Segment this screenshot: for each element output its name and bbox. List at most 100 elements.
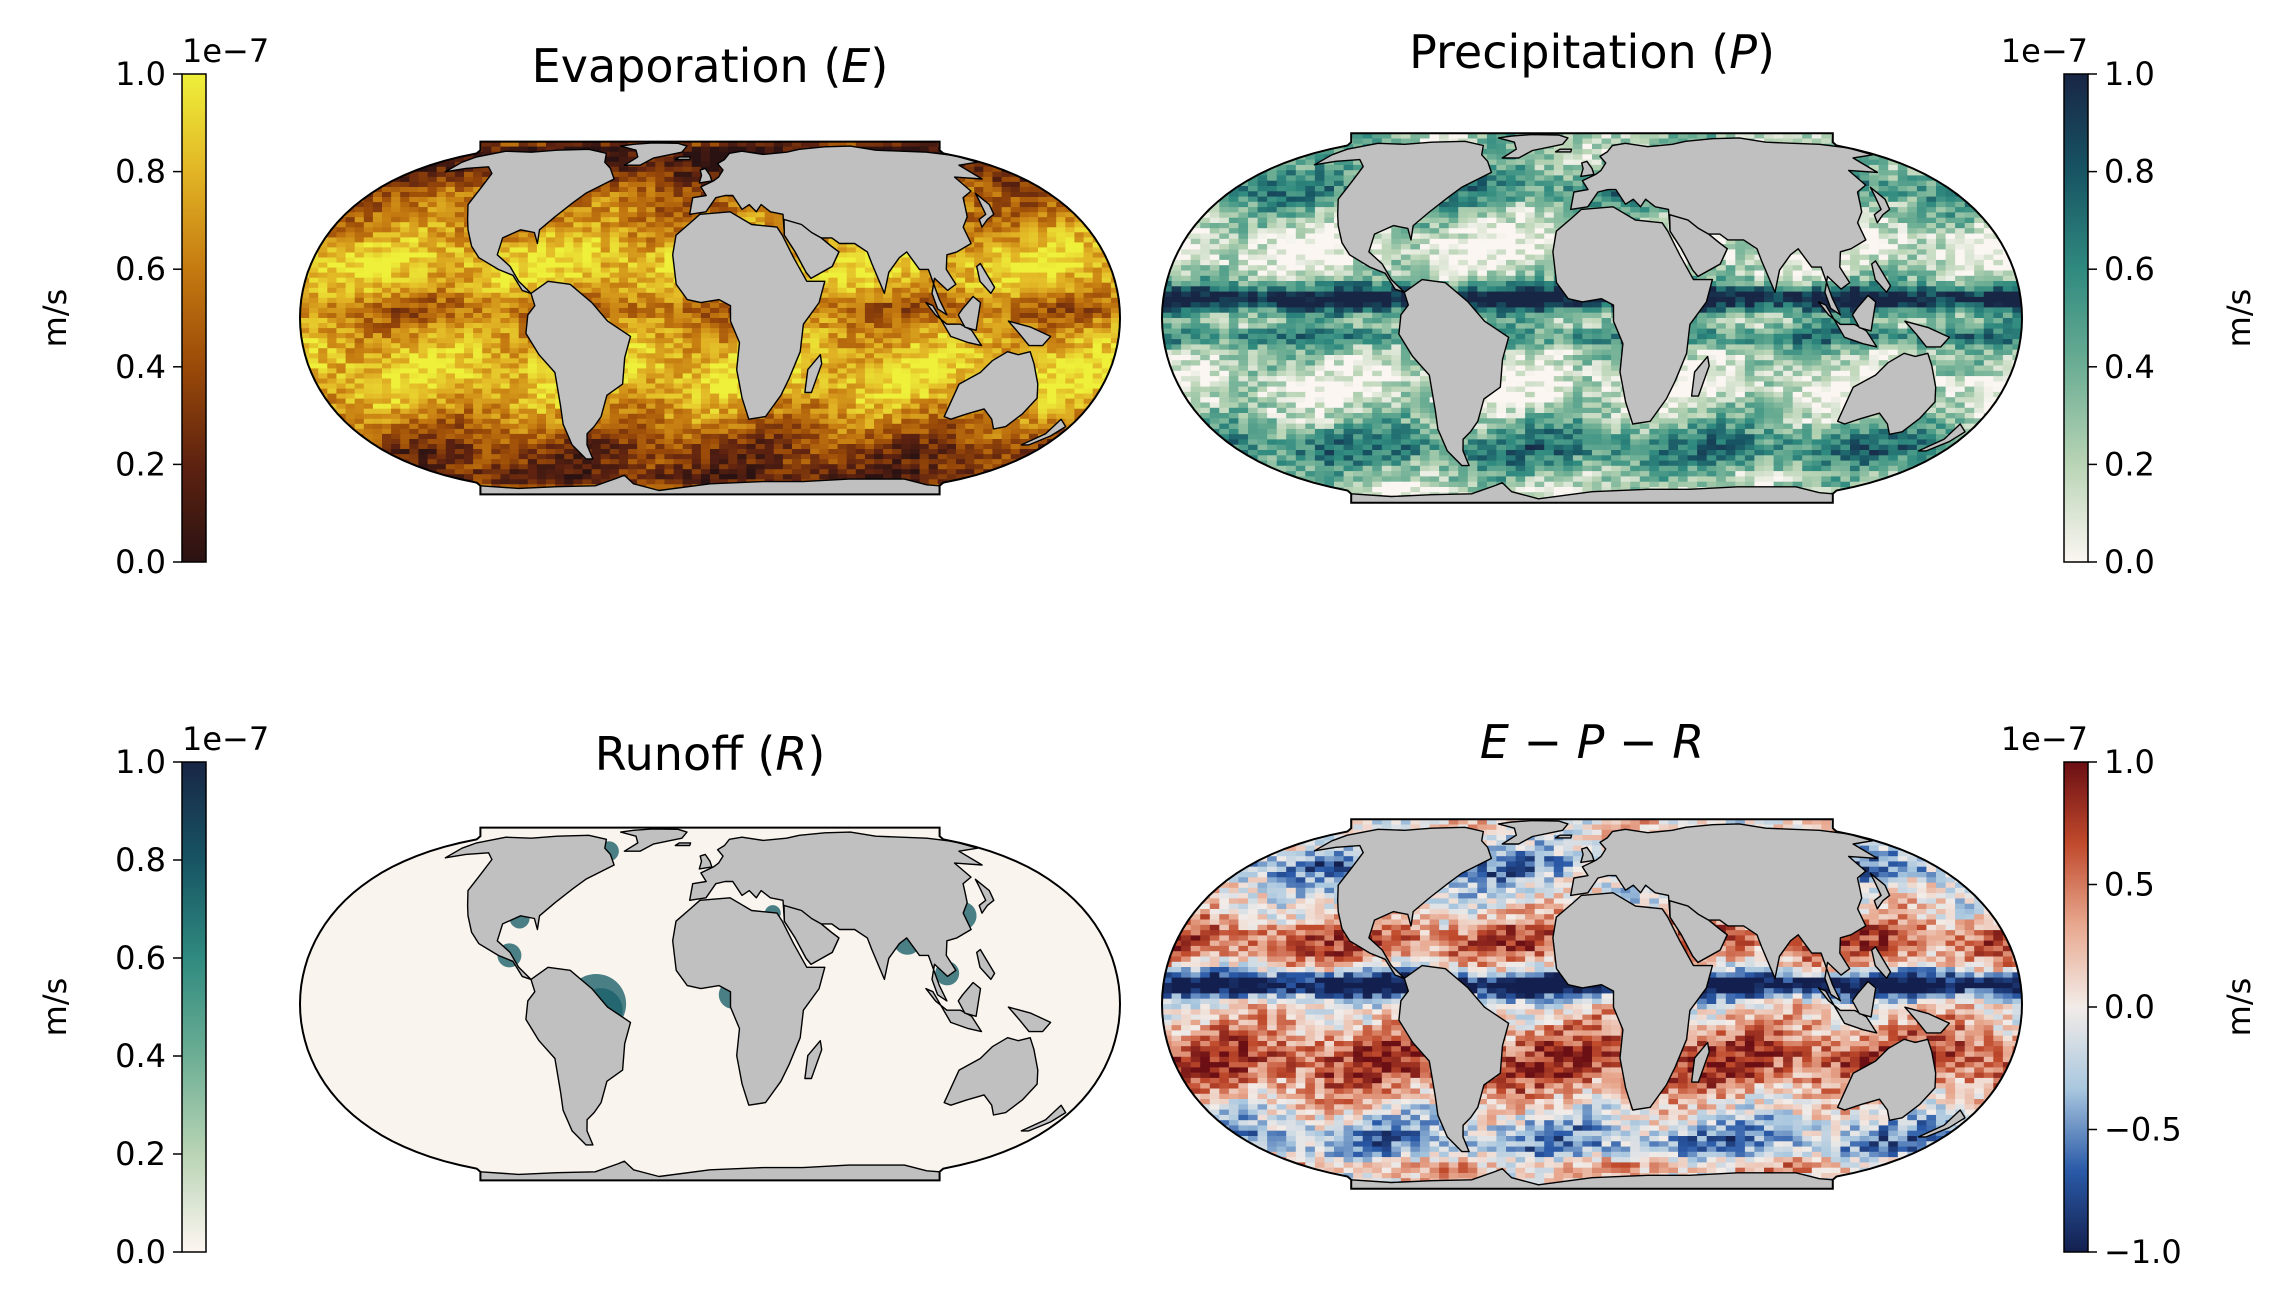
field-cell [1028,282,1039,289]
field-cell [1001,212,1012,218]
field-cell [974,212,984,218]
field-cell [464,192,474,198]
field-cell [937,353,948,359]
field-cell [1101,282,1112,289]
field-cell [409,222,419,228]
field-cell [582,222,593,228]
field-cell [837,363,848,369]
field-cell [974,151,984,158]
field-cell [1110,187,1120,193]
field-cell [1028,146,1039,153]
field-cell [1110,161,1120,168]
field-cell [992,348,1003,354]
field-cell [792,413,802,420]
field-cell [327,297,337,304]
field-cell [372,393,383,400]
field-cell [1101,212,1112,218]
field-cell [345,181,356,188]
field-cell [1065,252,1075,259]
field-cell [400,403,410,410]
field-cell [846,282,857,289]
field-cell [864,323,875,329]
field-cell [1083,166,1094,173]
field-cell [409,323,419,329]
field-cell [1092,378,1103,385]
field-cell [1110,398,1120,405]
field-cell [327,181,337,188]
field-cell [1074,176,1085,183]
field-cell [1083,318,1094,324]
field-cell [828,292,839,299]
field-cell [1110,408,1120,415]
field-cell [300,318,310,324]
field-cell [418,343,429,349]
field-cell [400,247,410,253]
field-cell [655,373,665,379]
field-cell [1065,212,1075,218]
field-cell [309,272,319,279]
field-cell [1038,161,1048,168]
field-cell [409,368,419,374]
field-cell [1019,156,1030,163]
field-cell [546,378,556,385]
field-cell [992,212,1003,218]
field-cell [464,166,474,173]
field-cell [983,197,993,203]
field-cell [345,272,356,279]
field-cell [473,171,483,178]
field-cell [1028,187,1039,193]
field-cell [445,398,456,405]
field-cell [901,272,911,279]
field-cell [509,297,520,304]
field-cell [1038,302,1048,309]
field-cell [573,197,583,203]
field-cell [637,398,647,405]
field-cell [901,338,911,344]
field-cell [1110,378,1120,385]
field-cell [354,363,365,369]
field-cell [819,363,829,369]
field-cell [1038,363,1048,369]
field-cell [382,292,392,299]
field-cell [436,373,447,379]
field-cell [345,378,356,385]
field-cell [464,282,474,289]
field-cell [600,192,611,198]
field-cell [646,398,656,405]
field-cell [300,313,310,319]
field-cell [336,141,347,148]
field-cell [646,418,656,425]
field-cell [1019,242,1030,248]
field-cell [1010,292,1021,299]
field-cell [345,156,356,163]
field-cell [318,302,328,309]
field-cell [1101,333,1112,339]
field-cell [1074,358,1085,364]
field-cell [1083,388,1094,395]
field-cell [518,368,529,374]
field-cell [883,318,893,324]
field-cell [309,242,319,248]
field-cell [1019,207,1030,213]
field-cell [1056,338,1066,344]
field-cell [564,222,574,228]
field-cell [582,217,593,223]
field-cell [983,343,993,349]
field-cell [846,262,857,269]
field-cell [1019,151,1030,158]
field-cell [810,328,820,334]
field-cell [700,378,711,385]
field-cell [883,393,893,400]
field-cell [1056,227,1066,233]
field-cell [609,297,620,304]
field-cell [500,302,511,309]
field-cell [1110,247,1120,253]
field-cell [864,393,875,400]
field-cell [445,358,456,364]
field-cell [409,232,419,238]
field-cell [546,242,556,248]
field-cell [1092,176,1103,183]
field-cell [1028,292,1039,299]
field-cell [628,197,638,203]
field-cell [600,302,611,309]
